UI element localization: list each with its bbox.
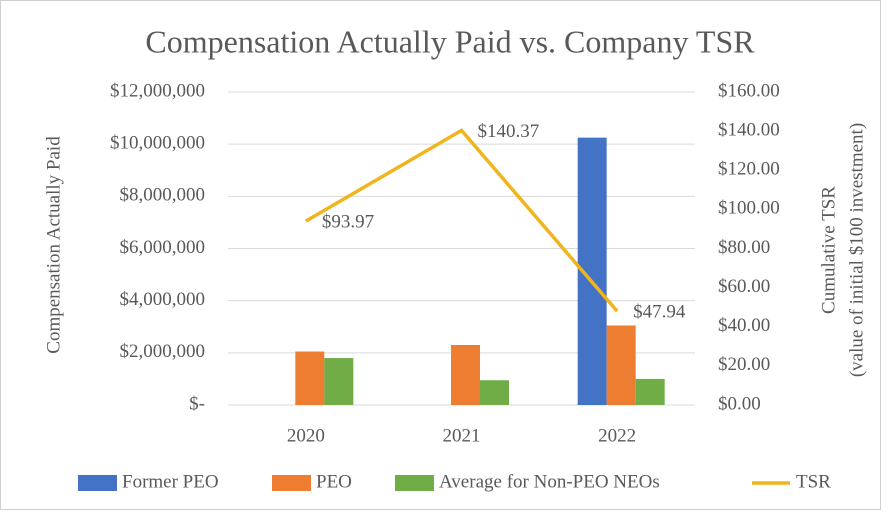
data-label: $93.97 [322,212,374,233]
y2-tick-label: $40.00 [718,315,770,336]
x-tick-label: 2020 [287,425,325,446]
x-tick-label: 2022 [598,425,636,446]
legend-label: PEO [316,471,352,492]
bar [480,380,509,405]
data-label: $47.94 [633,302,686,323]
legend-label: Former PEO [122,471,219,492]
y-tick-label: $4,000,000 [120,289,206,310]
y-tick-label: $12,000,000 [110,80,205,101]
y2-tick-label: $60.00 [718,276,770,297]
tsr-line [304,128,619,313]
legend-label: TSR [796,471,831,492]
legend-swatch [78,475,117,491]
y2-tick-label: $160.00 [718,80,780,101]
chart-border [0,0,881,510]
y2-axis-title: (value of initial $100 investment) [846,123,867,377]
data-label: $140.37 [478,121,540,142]
bar [324,358,354,405]
bar [295,351,325,405]
chart-title: Compensation Actually Paid vs. Company T… [145,23,755,59]
bar [606,325,636,405]
y-tick-label: $2,000,000 [120,341,206,362]
legend-swatch [272,475,311,491]
legend-label: Average for Non-PEO NEOs [439,471,660,492]
y2-tick-label: $120.00 [718,159,780,180]
y-axis-title: Compensation Actually Paid [43,136,64,354]
y-tick-label: $8,000,000 [120,185,206,206]
y2-tick-label: $140.00 [718,119,780,140]
y-tick-label: $10,000,000 [110,133,205,154]
y2-tick-label: $80.00 [718,237,770,258]
y-tick-label: $- [189,393,205,414]
y2-tick-label: $20.00 [718,354,770,375]
y2-tick-label: $100.00 [718,198,780,219]
bar [635,378,665,405]
legend-swatch [395,475,434,491]
x-tick-label: 2021 [443,425,481,446]
y2-tick-label: $0.00 [718,393,761,414]
y-tick-label: $6,000,000 [120,237,206,258]
y2-axis-title: Cumulative TSR [818,186,839,314]
bar [451,345,480,405]
